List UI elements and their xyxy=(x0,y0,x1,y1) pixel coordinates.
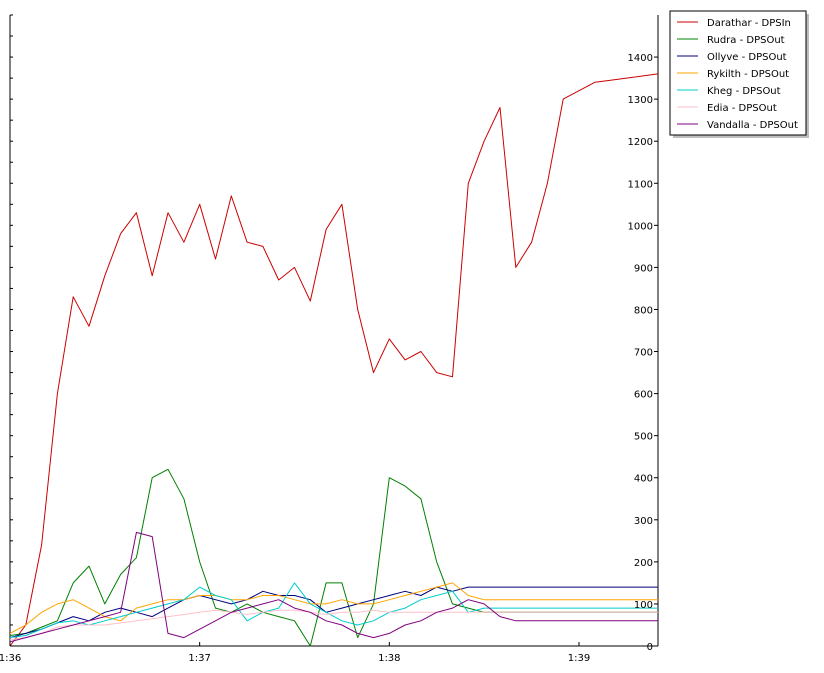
series-line-2 xyxy=(9,586,658,639)
y-tick-label: 0 xyxy=(647,642,653,653)
x-tick-label: 1:37 xyxy=(188,653,210,664)
y-tick-label: 100 xyxy=(634,600,653,611)
y-tick-label: 200 xyxy=(634,558,653,569)
y-axis: 0 100 200 300 400 500 600 700 800 900 1000 1100 1200… xyxy=(10,14,658,653)
y-tick-label: 1300 xyxy=(628,95,653,106)
x-axis: 1:36 1:37 1:38 1:39 xyxy=(0,642,590,664)
x-tick-label: 1:38 xyxy=(378,653,400,664)
series-line-5 xyxy=(9,609,658,641)
legend-label: Rudra - DPSOut xyxy=(707,35,785,46)
x-tick-label: 1:39 xyxy=(568,653,590,664)
series-line-3 xyxy=(9,582,658,634)
legend-label: Kheg - DPSOut xyxy=(707,86,781,97)
y-tick-label: 700 xyxy=(634,348,653,359)
y-tick-label: 900 xyxy=(634,263,653,274)
legend-label: Edia - DPSOut xyxy=(707,103,777,114)
legend-label: Rykilth - DPSOut xyxy=(707,69,789,80)
y-tick-label: 800 xyxy=(634,305,653,316)
legend: Darathar - DPSIn Rudra - DPSOut Ollyve - D… xyxy=(669,10,809,138)
legend-label: Ollyve - DPSOut xyxy=(707,52,787,63)
series-line-6 xyxy=(9,531,658,643)
y-tick-label: 1000 xyxy=(628,221,653,232)
plot-area xyxy=(9,15,659,647)
x-tick-label: 1:36 xyxy=(0,653,21,664)
series-line-4 xyxy=(9,582,658,639)
y-tick-label: 1100 xyxy=(628,179,653,190)
series-line-0 xyxy=(9,73,659,647)
y-tick-label: 400 xyxy=(634,474,653,485)
y-tick-label: 1400 xyxy=(628,53,653,64)
series-line-1 xyxy=(9,468,658,647)
y-tick-label: 1200 xyxy=(628,137,653,148)
y-tick-label: 600 xyxy=(634,390,653,401)
y-tick-label: 500 xyxy=(634,432,653,443)
legend-label: Vandalla - DPSOut xyxy=(707,120,798,131)
legend-label: Darathar - DPSIn xyxy=(707,18,791,29)
y-tick-label: 300 xyxy=(634,516,653,527)
